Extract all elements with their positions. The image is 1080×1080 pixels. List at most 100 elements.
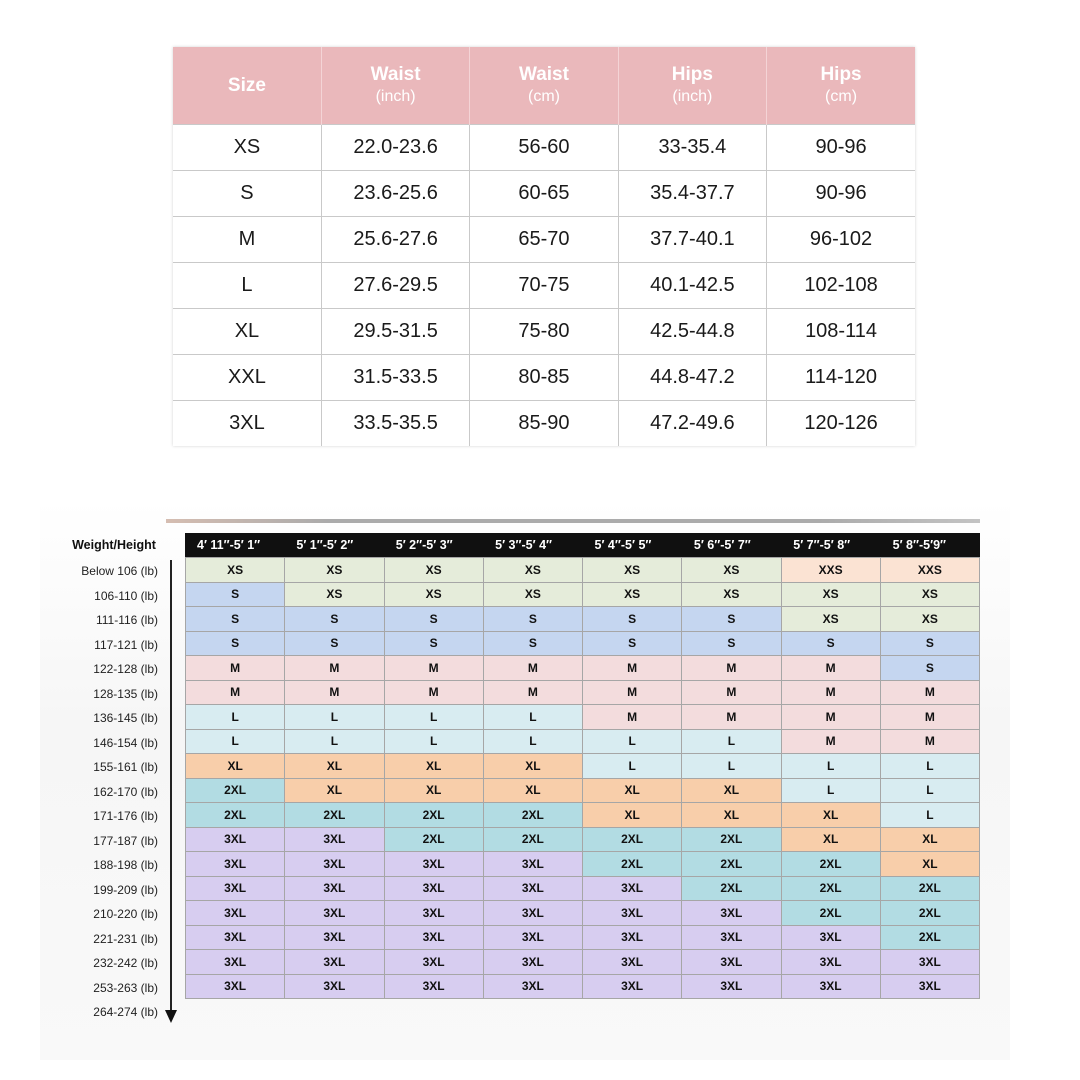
size-cell: XL: [184, 753, 286, 779]
size-cell: M: [879, 679, 981, 705]
size-cell: L: [482, 704, 584, 730]
size-cell: 2XL: [879, 875, 981, 901]
size-cell: M: [780, 728, 881, 754]
size-cell: 3XL: [284, 851, 385, 877]
size-cell: S: [681, 606, 782, 632]
header-waist-inch-label: Waist: [370, 63, 421, 85]
weight-height-corner-label: Weight/Height: [72, 538, 156, 552]
grid-row: XS XS XS XS XS XS XXS XXS: [184, 557, 981, 583]
header-waist-cm-label: Waist: [518, 63, 569, 85]
size-cell: L: [780, 753, 881, 779]
size-cell: M: [581, 679, 683, 705]
size-cell: 2XL: [383, 826, 484, 852]
size-cell: XS: [681, 581, 782, 607]
size-cell: S: [184, 581, 286, 607]
size-cell: L: [383, 728, 484, 754]
size-cell: XL: [581, 802, 683, 828]
header-hips-inch: Hips (inch): [618, 47, 768, 125]
size-cell: XL: [879, 826, 981, 852]
cell-hips-inch: 33-35.4: [618, 124, 768, 171]
weight-labels-column: Below 106 (lb) 106-110 (lb) 111-116 (lb) 11…: [44, 559, 158, 1025]
size-cell: 3XL: [383, 875, 484, 901]
size-table-header-row: Size Waist (inch) Waist (cm) Hips (inch)…: [173, 47, 915, 125]
down-arrow-icon: [165, 1010, 177, 1023]
size-cell: XS: [284, 557, 385, 583]
size-cell: S: [780, 630, 881, 656]
size-cell: M: [879, 704, 981, 730]
size-cell: S: [879, 655, 981, 681]
size-measurement-table: Size Waist (inch) Waist (cm) Hips (inch)…: [173, 47, 915, 446]
size-cell: XL: [780, 826, 881, 852]
header-size: Size: [173, 47, 322, 125]
size-cell: L: [780, 777, 881, 803]
cell-size: M: [173, 216, 322, 263]
weight-label: 117-121 (lb): [94, 637, 158, 652]
size-cell: S: [383, 606, 484, 632]
size-cell: S: [581, 606, 683, 632]
size-cell: 3XL: [581, 973, 683, 999]
table-row: S 23.6-25.6 60-65 35.4-37.7 90-96: [173, 170, 915, 217]
size-cell: 3XL: [284, 826, 385, 852]
weight-label: 122-128 (lb): [93, 662, 158, 676]
size-cell: 3XL: [581, 900, 683, 926]
size-cell: 3XL: [284, 973, 385, 999]
cell-size: XS: [173, 124, 322, 171]
size-cell: 2XL: [482, 802, 584, 828]
weight-label: 106-110 (lb): [94, 588, 158, 603]
size-cell: 3XL: [681, 900, 782, 926]
size-cell: 3XL: [184, 900, 286, 926]
size-cell: 3XL: [184, 851, 286, 877]
cell-waist-cm: 60-65: [469, 170, 619, 217]
size-cell: M: [284, 679, 385, 705]
cell-hips-inch: 40.1-42.5: [618, 262, 768, 309]
cell-waist-cm: 56-60: [469, 124, 619, 171]
size-cell: 2XL: [780, 875, 881, 901]
cell-size: 3XL: [173, 400, 322, 446]
header-hips-cm-unit: (cm): [825, 87, 858, 105]
header-hips-cm-label: Hips: [820, 63, 862, 85]
size-cell: 2XL: [581, 851, 683, 877]
weight-axis-line: [170, 560, 172, 1012]
size-cell: 2XL: [482, 826, 584, 852]
size-cell: 2XL: [284, 802, 385, 828]
size-cell: 3XL: [383, 851, 484, 877]
grid-row: 3XL 3XL 3XL 3XL 3XL 2XL 2XL 2XL: [184, 875, 981, 901]
weight-label: 232-242 (lb): [93, 956, 158, 970]
cell-hips-cm: 90-96: [766, 124, 915, 171]
size-cell: S: [383, 630, 484, 656]
size-cell: XL: [482, 777, 584, 803]
grid-row: 3XL 3XL 3XL 3XL 2XL 2XL 2XL XL: [184, 851, 981, 877]
grid-row: S S S S S S XS XS: [184, 606, 981, 632]
size-cell: L: [184, 728, 286, 754]
size-cell: 2XL: [383, 802, 484, 828]
size-cell: S: [681, 630, 782, 656]
size-cell: XS: [284, 581, 385, 607]
cell-hips-inch: 42.5-44.8: [618, 308, 768, 355]
size-cell: 3XL: [681, 973, 782, 999]
grid-row: 2XL XL XL XL XL XL L L: [184, 777, 981, 803]
cell-waist-cm: 75-80: [469, 308, 619, 355]
cell-hips-cm: 108-114: [766, 308, 915, 355]
grid-row: 2XL 2XL 2XL 2XL XL XL XL L: [184, 802, 981, 828]
size-cell: XL: [780, 802, 881, 828]
grid-row: 3XL 3XL 3XL 3XL 3XL 3XL 2XL 2XL: [184, 900, 981, 926]
size-cell: 3XL: [780, 949, 881, 975]
size-cell: 3XL: [482, 949, 584, 975]
header-waist-inch-unit: (inch): [375, 87, 416, 105]
size-cell: 3XL: [284, 949, 385, 975]
size-cell: XL: [383, 753, 484, 779]
header-hips-inch-label: Hips: [671, 63, 713, 85]
weight-label: Below 106 (lb): [81, 564, 158, 578]
weight-label: 111-116 (lb): [95, 613, 158, 627]
size-cell: 3XL: [383, 900, 484, 926]
size-cell: L: [284, 704, 385, 730]
size-cell: 3XL: [184, 973, 286, 999]
grid-row: 3XL 3XL 2XL 2XL 2XL 2XL XL XL: [184, 826, 981, 852]
size-cell: L: [879, 753, 981, 779]
size-cell: L: [879, 777, 981, 803]
size-cell: 3XL: [383, 949, 484, 975]
